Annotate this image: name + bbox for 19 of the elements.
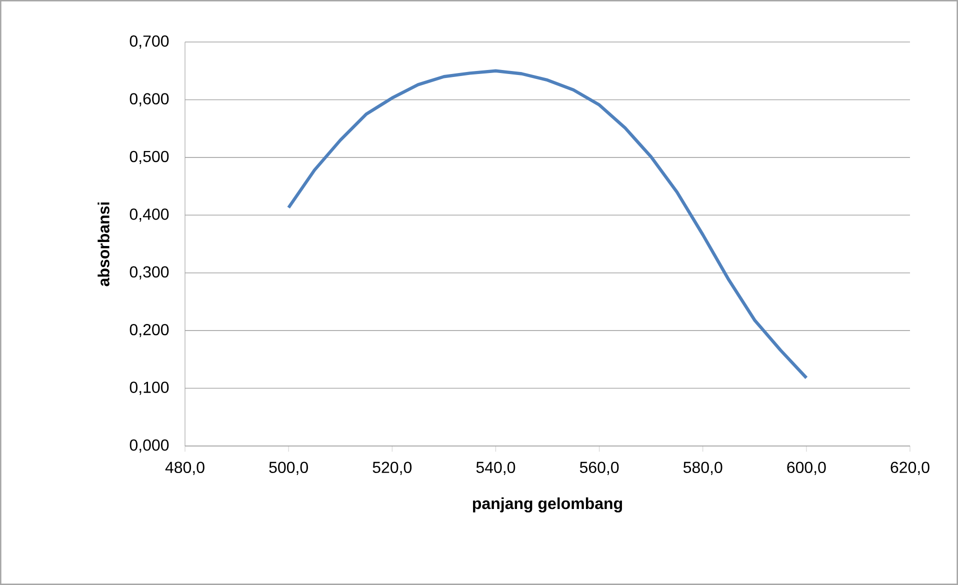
- x-tick-label: 580,0: [683, 462, 722, 475]
- x-tick-label: 480,0: [165, 462, 204, 475]
- y-tick-label: 0,500: [130, 150, 169, 164]
- y-tick-label: 0,000: [130, 439, 169, 453]
- y-axis-title: absorbansi: [98, 202, 110, 286]
- x-tick-label: 540,0: [476, 462, 516, 475]
- y-tick-label: 0,700: [130, 35, 169, 49]
- y-tick-label: 0,300: [130, 266, 169, 280]
- x-tick-label: 600,0: [787, 462, 826, 475]
- y-tick-label: 0,200: [130, 324, 169, 338]
- x-axis-title: panjang gelombang: [472, 497, 622, 512]
- x-tick-label: 560,0: [580, 462, 619, 475]
- x-tick-label: 620,0: [890, 462, 930, 475]
- y-tick-label: 0,100: [130, 382, 169, 395]
- x-tick-label: 520,0: [372, 462, 412, 475]
- x-tick-label: 500,0: [269, 462, 308, 475]
- y-tick-label: 0,400: [130, 208, 169, 222]
- line-series: [286, 69, 808, 380]
- y-tick-label: 0,600: [130, 93, 169, 106]
